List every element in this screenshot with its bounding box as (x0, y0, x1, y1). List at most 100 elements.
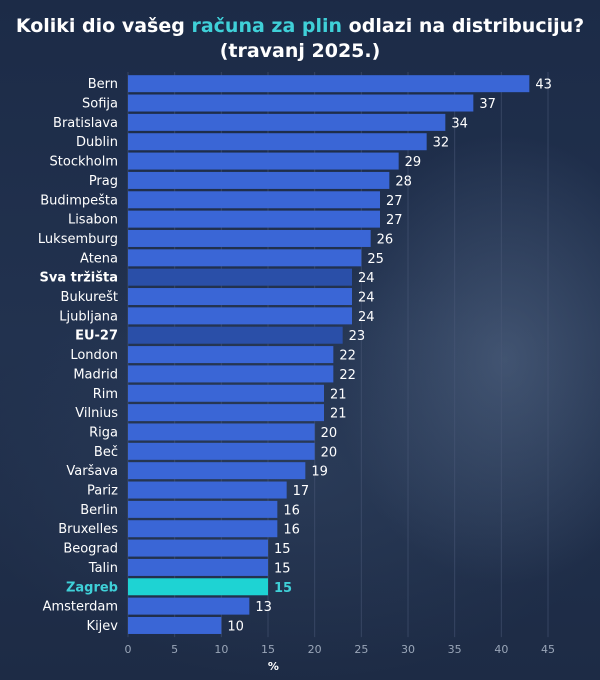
bar-zagreb (128, 578, 268, 596)
bar-bern (128, 75, 530, 93)
x-tick-label-35: 35 (448, 643, 462, 656)
category-label-talin: Talin (88, 561, 118, 576)
category-label-london: London (70, 348, 118, 363)
bar-dublin (128, 133, 427, 151)
category-label-beč: Beč (94, 445, 118, 460)
bar-pariz (128, 481, 287, 499)
bar-ljubljana (128, 307, 352, 325)
category-label-sva-tržišta: Sva tržišta (39, 271, 118, 286)
category-label-ljubljana: Ljubljana (59, 309, 118, 324)
bar-rim (128, 384, 324, 402)
category-label-vilnius: Vilnius (75, 406, 118, 421)
value-label-talin: 15 (274, 561, 291, 576)
category-label-pariz: Pariz (87, 484, 118, 499)
title-part-1: Koliki dio vašeg (15, 15, 192, 37)
value-label-amsterdam: 13 (255, 600, 272, 615)
value-label-beograd: 15 (274, 542, 291, 557)
x-tick-label-40: 40 (494, 643, 508, 656)
category-label-zagreb: Zagreb (66, 580, 118, 595)
bar-varšava (128, 462, 306, 480)
category-label-luksemburg: Luksemburg (38, 232, 118, 247)
value-label-kijev: 10 (227, 619, 244, 634)
value-label-sva-tržišta: 24 (358, 271, 375, 286)
x-tick-label-25: 25 (354, 643, 368, 656)
bar-lisabon (128, 210, 380, 228)
value-label-atena: 25 (367, 252, 384, 267)
value-label-varšava: 19 (311, 465, 328, 480)
bar-sva-tržišta (128, 268, 352, 286)
value-label-berlin: 16 (283, 503, 300, 518)
bar-prag (128, 171, 390, 189)
value-label-bern: 43 (535, 78, 552, 93)
bar-bratislava (128, 113, 446, 131)
bar-budimpešta (128, 191, 380, 209)
value-label-zagreb: 15 (274, 581, 292, 596)
bar-london (128, 346, 334, 364)
value-label-rim: 21 (330, 387, 347, 402)
category-label-sofija: Sofija (82, 97, 118, 112)
category-label-lisabon: Lisabon (68, 213, 118, 228)
chart-title: Koliki dio vašeg računa za plin odlazi n… (0, 14, 600, 64)
category-label-bruxelles: Bruxelles (58, 522, 118, 537)
value-label-dublin: 32 (433, 136, 450, 151)
title-line-2: (travanj 2025.) (219, 40, 381, 62)
category-label-beograd: Beograd (63, 542, 118, 557)
bar-bruxelles (128, 520, 278, 538)
bar-beograd (128, 539, 268, 557)
value-label-prag: 28 (395, 174, 412, 189)
bar-sofija (128, 94, 474, 112)
bar-beč (128, 442, 315, 460)
category-label-stockholm: Stockholm (50, 155, 118, 170)
bar-madrid (128, 365, 334, 383)
bar-vilnius (128, 404, 324, 422)
bar-kijev (128, 616, 222, 634)
bar-atena (128, 249, 362, 267)
category-label-riga: Riga (89, 425, 118, 440)
x-tick-label-20: 20 (308, 643, 322, 656)
value-label-ljubljana: 24 (358, 310, 375, 325)
category-label-amsterdam: Amsterdam (43, 600, 118, 615)
category-label-dublin: Dublin (76, 135, 118, 150)
bar-berlin (128, 500, 278, 518)
category-label-bratislava: Bratislava (53, 116, 118, 131)
x-tick-label-10: 10 (214, 643, 228, 656)
category-label-eu-27: EU-27 (75, 329, 118, 344)
value-label-bratislava: 34 (451, 116, 468, 131)
value-label-lisabon: 27 (386, 213, 403, 228)
bar-stockholm (128, 152, 399, 170)
x-tick-label-30: 30 (401, 643, 415, 656)
value-label-budimpešta: 27 (386, 194, 403, 209)
title-part-2: odlazi na distribuciju? (342, 15, 585, 37)
value-label-stockholm: 29 (405, 155, 422, 170)
category-label-prag: Prag (89, 174, 118, 189)
category-label-madrid: Madrid (73, 367, 118, 382)
x-tick-label-15: 15 (261, 643, 275, 656)
x-axis-label: % (268, 660, 279, 673)
value-label-sofija: 37 (479, 97, 496, 112)
value-label-pariz: 17 (293, 484, 310, 499)
value-label-madrid: 22 (339, 368, 356, 383)
bar-eu-27 (128, 326, 343, 344)
bar-talin (128, 558, 268, 576)
value-label-riga: 20 (321, 426, 338, 441)
x-tick-label-5: 5 (171, 643, 178, 656)
x-tick-label-0: 0 (125, 643, 132, 656)
value-label-bruxelles: 16 (283, 523, 300, 538)
bar-luksemburg (128, 229, 371, 247)
value-label-bukurešt: 24 (358, 291, 375, 306)
bar-riga (128, 423, 315, 441)
category-label-bern: Bern (88, 77, 118, 92)
value-label-luksemburg: 26 (377, 232, 394, 247)
category-label-rim: Rim (93, 387, 118, 402)
category-label-budimpešta: Budimpešta (40, 193, 118, 208)
category-label-bukurešt: Bukurešt (61, 290, 118, 305)
bar-amsterdam (128, 597, 250, 615)
x-tick-label-45: 45 (541, 643, 555, 656)
title-highlight: računa za plin (191, 15, 343, 37)
category-label-atena: Atena (80, 251, 118, 266)
category-label-varšava: Varšava (66, 464, 118, 479)
category-label-berlin: Berlin (80, 503, 118, 518)
value-label-london: 22 (339, 349, 356, 364)
value-label-vilnius: 21 (330, 407, 347, 422)
